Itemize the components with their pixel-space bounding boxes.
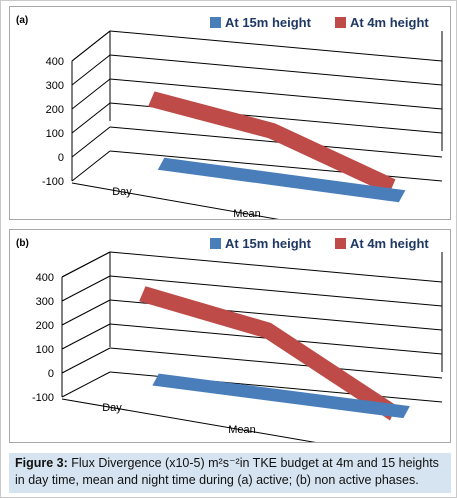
legend-swatch	[335, 17, 346, 28]
legend-swatch	[210, 17, 221, 28]
gridline-back	[109, 275, 443, 307]
y-tick-label: 200	[46, 104, 64, 116]
x-tick-label: Mean	[233, 208, 261, 219]
gridline-side	[61, 347, 111, 374]
caption-text: Flux Divergence (x10-5) m²s⁻²in TKE budg…	[15, 456, 439, 487]
gridline-back	[109, 126, 443, 158]
y-tick-label: 0	[58, 152, 64, 164]
chart-b-svg: -1000100200300400DayMeanNightAt 15m heig…	[16, 236, 443, 442]
legend-label: At 15m height	[225, 15, 312, 30]
y-tick-label: 300	[46, 80, 64, 92]
gridline-back	[109, 30, 443, 62]
gridline-side	[71, 150, 111, 182]
gridline-side	[61, 323, 111, 350]
gridline-side	[71, 30, 111, 62]
y-tick-label: -100	[32, 392, 54, 404]
gridline-side	[61, 371, 111, 398]
gridline-side	[61, 251, 111, 278]
legend-label: At 4m height	[350, 15, 429, 30]
y-tick-label: 400	[46, 56, 64, 68]
y-tick-label: 100	[46, 128, 64, 140]
gridline-side	[71, 78, 111, 110]
ribbon-15m-height	[152, 373, 410, 419]
gridline-back	[109, 54, 443, 86]
legend-label: At 4m height	[350, 236, 429, 251]
panel-label: (b)	[16, 238, 29, 249]
y-tick-label: 100	[36, 344, 54, 356]
x-tick-label: Day	[112, 186, 132, 198]
y-tick-label: 0	[48, 368, 54, 380]
gridline-side	[61, 275, 111, 302]
y-tick-label: 200	[36, 320, 54, 332]
gridline-side	[71, 126, 111, 158]
ribbon-15m-height	[157, 157, 406, 203]
gridline-side	[71, 54, 111, 86]
y-tick-label: 400	[36, 272, 54, 284]
chart-panel-a: -1000100200300400DayMeanNightAt 15m heig…	[9, 6, 451, 220]
figure-caption: Figure 3: Flux Divergence (x10-5) m²s⁻²i…	[9, 453, 451, 493]
panel-label: (a)	[16, 15, 28, 26]
x-tick-label: Mean	[228, 424, 256, 436]
y-tick-label: -100	[42, 176, 64, 188]
gridline-side	[71, 102, 111, 134]
floor-front-edge	[71, 182, 279, 219]
legend-swatch	[335, 238, 346, 249]
y-tick-label: 300	[36, 296, 54, 308]
legend-swatch	[210, 238, 221, 249]
gridline-back	[109, 347, 443, 379]
gridline-side	[61, 299, 111, 326]
gridline-back	[109, 78, 443, 110]
x-tick-label: Day	[102, 402, 122, 414]
chart-a-svg: -1000100200300400DayMeanNightAt 15m heig…	[16, 15, 443, 219]
floor-front-edge	[61, 398, 316, 442]
legend-label: At 15m height	[225, 236, 312, 251]
caption-label: Figure 3:	[15, 456, 68, 470]
chart-panel-b: -1000100200300400DayMeanNightAt 15m heig…	[9, 229, 451, 443]
gridline-back	[109, 251, 443, 283]
